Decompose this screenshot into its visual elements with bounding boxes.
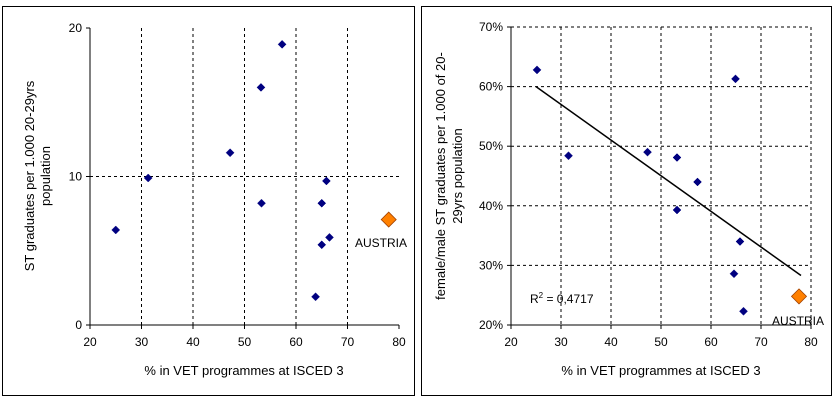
data-point [643,147,652,157]
right-axes [507,26,812,329]
y-tick-label: 60% [479,80,503,94]
data-point [739,306,748,316]
left-data-points [111,39,397,302]
left-y-axis-label-line2: population [38,146,53,206]
r2-value: = 0,4717 [543,292,594,306]
y-tick-label: 10 [69,170,83,184]
right-panel-frame [421,6,832,396]
x-tick-label: 70 [341,335,355,349]
data-point [256,83,266,92]
left-tick-labels: 20 30 40 50 60 70 80 0 10 20 [69,21,406,349]
x-tick-label: 50 [238,335,252,349]
right-x-axis-label: % in VET programmes at ISCED 3 [561,363,760,378]
r2-prefix: R [530,292,539,306]
x-tick-label: 50 [654,335,668,349]
left-panel-frame [2,6,415,396]
data-point [322,176,331,186]
data-point [317,198,327,208]
x-tick-label: 30 [554,335,568,349]
data-point [325,233,334,242]
x-tick-label: 70 [754,335,768,349]
right-trendline [535,85,802,277]
y-tick-label: 40% [479,199,503,213]
data-point [564,151,573,161]
left-grid [90,28,399,325]
left-scatter-chart: 20 30 40 50 60 70 80 0 10 20 AUSTRIA % in VET pro… [22,21,407,378]
x-tick-label: 20 [83,335,97,349]
y-tick-label: 30% [479,258,503,272]
left-y-axis-label-line1: ST graduates per 1.000 20-29yrs [22,80,37,271]
data-point [672,153,682,162]
right-y-axis-label-line1: female/male ST graduates per 1.000 of 20… [433,52,448,300]
data-point [311,292,320,302]
x-tick-label: 30 [135,335,149,349]
data-point [672,205,682,215]
left-x-axis-label: % in VET programmes at ISCED 3 [144,363,343,378]
data-point [729,269,739,279]
right-y-axis-label-line2: 29yrs population [450,128,465,223]
r2-superscript: 2 [539,291,544,300]
y-tick-label: 20% [479,318,503,332]
y-tick-label: 70% [479,20,503,34]
x-tick-label: 20 [504,335,518,349]
y-tick-label: 0 [75,318,82,332]
data-point [731,74,740,84]
right-grid [511,26,812,325]
left-annotation-austria: AUSTRIA [355,236,407,250]
austria-marker [790,288,808,305]
y-tick-label: 50% [479,139,503,153]
data-point [257,198,266,208]
data-point [111,225,121,235]
x-tick-label: 40 [604,335,618,349]
right-data-points [532,65,808,316]
austria-marker [380,211,397,228]
data-point [317,240,327,250]
data-point [225,148,235,158]
right-tick-labels: 20 30 40 50 60 70 80 20% 30% 40% 50% 60% 70% [479,20,818,349]
data-point [277,39,287,49]
right-annotation-austria: AUSTRIA [772,314,824,328]
data-point [532,65,542,75]
x-tick-label: 40 [186,335,200,349]
data-point [143,173,153,183]
x-tick-label: 80 [392,335,406,349]
data-point [693,177,702,187]
y-tick-label: 20 [69,21,83,35]
data-point [735,237,745,246]
x-tick-label: 60 [289,335,303,349]
right-r-squared-label: R2 = 0,4717 [530,291,594,306]
x-tick-label: 80 [804,335,818,349]
right-scatter-chart: 20 30 40 50 60 70 80 20% 30% 40% 50% 60% 70% R2 = 0,… [433,20,824,378]
x-tick-label: 60 [704,335,718,349]
left-axes [86,27,400,329]
